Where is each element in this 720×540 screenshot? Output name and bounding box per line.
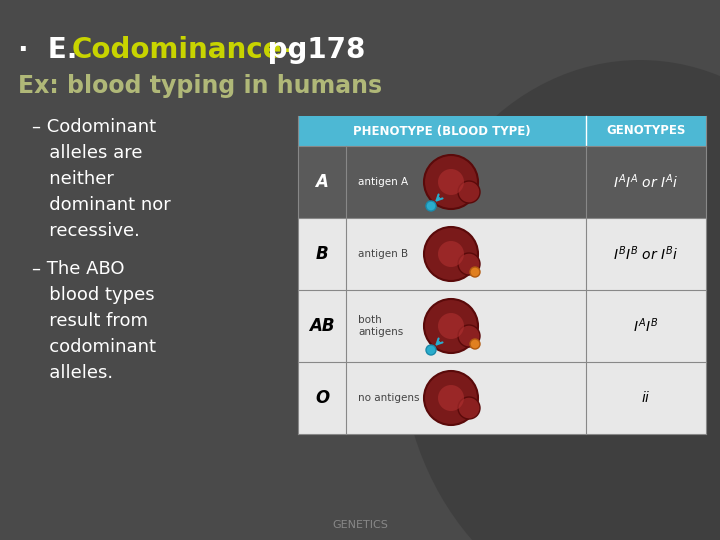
Circle shape (426, 201, 436, 211)
Text: GENOTYPES: GENOTYPES (606, 125, 685, 138)
Text: Codominance-: Codominance- (72, 36, 294, 64)
Text: neither: neither (32, 170, 114, 188)
Text: $I^BI^B$ or $I^Bi$: $I^BI^B$ or $I^Bi$ (613, 245, 678, 264)
Text: AB: AB (310, 317, 335, 335)
Circle shape (426, 345, 436, 355)
Text: no antigens: no antigens (358, 393, 420, 403)
Text: both
antigens: both antigens (358, 315, 403, 337)
FancyBboxPatch shape (298, 362, 706, 434)
Text: alleles are: alleles are (32, 144, 143, 162)
FancyBboxPatch shape (298, 218, 706, 290)
Circle shape (438, 385, 464, 411)
FancyBboxPatch shape (298, 146, 706, 218)
Text: – The ABO: – The ABO (32, 260, 125, 278)
Text: B: B (315, 245, 328, 263)
Text: result from: result from (32, 312, 148, 330)
Circle shape (458, 397, 480, 419)
Circle shape (458, 181, 480, 203)
FancyBboxPatch shape (298, 290, 706, 362)
Text: Ex: blood typing in humans: Ex: blood typing in humans (18, 74, 382, 98)
Text: codominant: codominant (32, 338, 156, 356)
Text: dominant nor: dominant nor (32, 196, 171, 214)
FancyBboxPatch shape (298, 116, 706, 146)
Text: blood types: blood types (32, 286, 155, 304)
Text: ·  E.: · E. (18, 36, 87, 64)
Circle shape (458, 325, 480, 347)
Text: PHENOTYPE (BLOOD TYPE): PHENOTYPE (BLOOD TYPE) (354, 125, 531, 138)
Text: A: A (315, 173, 328, 191)
Circle shape (470, 339, 480, 349)
Text: antigen A: antigen A (358, 177, 408, 187)
Text: $ii$: $ii$ (642, 390, 651, 406)
Circle shape (438, 241, 464, 267)
Text: alleles.: alleles. (32, 364, 113, 382)
Circle shape (470, 267, 480, 277)
Circle shape (424, 371, 478, 425)
Circle shape (424, 299, 478, 353)
Circle shape (438, 169, 464, 195)
Text: O: O (315, 389, 329, 407)
Text: – Codominant: – Codominant (32, 118, 156, 136)
Circle shape (458, 253, 480, 275)
Circle shape (438, 313, 464, 339)
Circle shape (424, 227, 478, 281)
Circle shape (424, 155, 478, 209)
Text: $I^AI^B$: $I^AI^B$ (634, 316, 659, 335)
Ellipse shape (400, 60, 720, 540)
Text: recessive.: recessive. (32, 222, 140, 240)
Text: antigen B: antigen B (358, 249, 408, 259)
Text: $I^AI^A$ or $I^Ai$: $I^AI^A$ or $I^Ai$ (613, 173, 678, 191)
Text: pg178: pg178 (258, 36, 365, 64)
Text: GENETICS: GENETICS (332, 520, 388, 530)
